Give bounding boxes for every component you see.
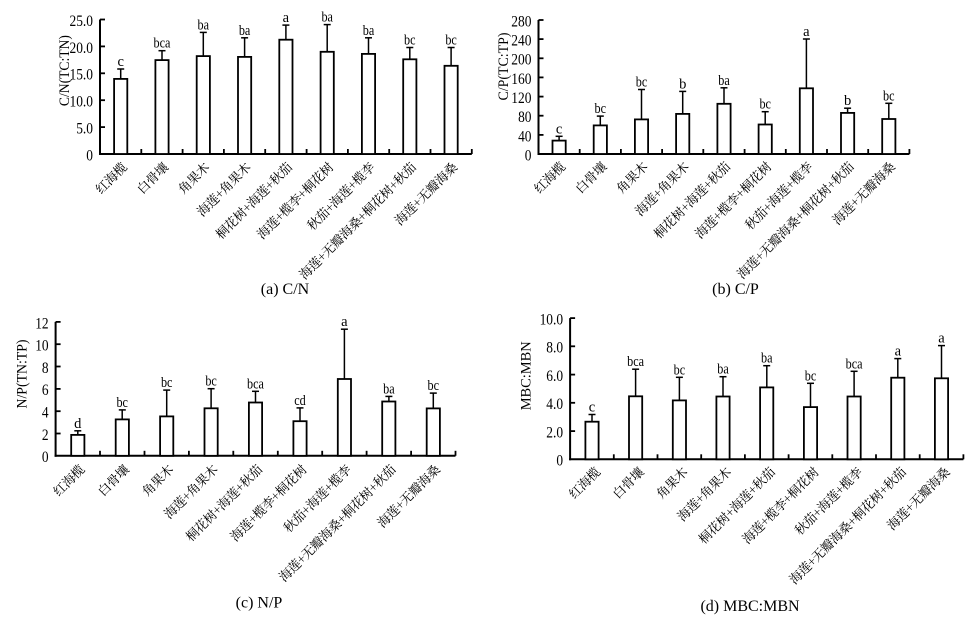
svg-text:4.0: 4.0 — [546, 396, 563, 413]
svg-text:160: 160 — [511, 71, 531, 88]
svg-text:0: 0 — [525, 147, 532, 164]
svg-text:200: 200 — [511, 52, 531, 69]
svg-text:bc: bc — [116, 395, 128, 411]
svg-text:bc: bc — [161, 375, 173, 391]
svg-text:bc: bc — [595, 101, 607, 117]
svg-text:25.0: 25.0 — [70, 13, 94, 30]
svg-text:bc: bc — [428, 378, 440, 394]
svg-text:(c) N/P: (c) N/P — [236, 594, 283, 611]
svg-text:b: b — [844, 93, 851, 109]
svg-text:8: 8 — [42, 360, 49, 377]
svg-text:a: a — [283, 10, 290, 26]
svg-text:4: 4 — [42, 405, 49, 422]
svg-text:bca: bca — [247, 376, 264, 392]
svg-text:ba: ba — [198, 17, 210, 33]
svg-text:ba: ba — [761, 351, 773, 367]
svg-text:20.0: 20.0 — [70, 40, 94, 57]
svg-text:bc: bc — [805, 368, 817, 384]
svg-text:c: c — [589, 400, 595, 416]
svg-text:10.0: 10.0 — [70, 94, 94, 111]
svg-text:(a) C/N: (a) C/N — [261, 281, 310, 298]
svg-text:bca: bca — [627, 354, 644, 370]
svg-text:ba: ba — [383, 381, 395, 397]
svg-text:bca: bca — [846, 356, 863, 372]
svg-text:10.0: 10.0 — [540, 312, 564, 329]
svg-text:a: a — [803, 24, 810, 40]
svg-text:MBC:MBN: MBC:MBN — [519, 341, 535, 410]
svg-text:2: 2 — [42, 427, 49, 444]
svg-text:ba: ba — [717, 362, 729, 378]
svg-text:ba: ba — [363, 23, 375, 39]
svg-text:bc: bc — [636, 75, 648, 91]
svg-text:80: 80 — [518, 109, 531, 126]
svg-text:12: 12 — [35, 315, 48, 332]
svg-text:0: 0 — [42, 449, 49, 466]
svg-text:0: 0 — [556, 453, 563, 470]
svg-text:bc: bc — [674, 362, 686, 378]
svg-text:a: a — [938, 331, 945, 347]
svg-text:8.0: 8.0 — [546, 340, 563, 357]
svg-text:bca: bca — [154, 36, 171, 52]
svg-text:cd: cd — [294, 393, 306, 409]
svg-text:a: a — [341, 314, 348, 330]
svg-text:6: 6 — [42, 382, 49, 399]
svg-text:bc: bc — [205, 374, 217, 390]
svg-text:a: a — [895, 344, 902, 360]
svg-text:c: c — [117, 54, 123, 70]
svg-text:120: 120 — [511, 90, 531, 107]
svg-text:40: 40 — [518, 128, 531, 145]
svg-text:5.0: 5.0 — [76, 121, 93, 138]
svg-text:bc: bc — [445, 33, 457, 49]
svg-text:10: 10 — [35, 338, 48, 355]
svg-text:C/N(TC:TN): C/N(TC:TN) — [57, 35, 73, 106]
svg-text:280: 280 — [511, 13, 531, 30]
svg-text:C/P(TC:TP): C/P(TC:TP) — [496, 33, 512, 101]
svg-text:ba: ba — [718, 73, 730, 89]
svg-text:bc: bc — [759, 97, 771, 113]
svg-text:ba: ba — [239, 23, 251, 39]
svg-text:0: 0 — [86, 147, 93, 164]
svg-text:ba: ba — [321, 10, 333, 26]
svg-text:bc: bc — [883, 88, 895, 104]
svg-text:(d) MBC:MBN: (d) MBC:MBN — [700, 598, 800, 615]
svg-text:c: c — [556, 121, 562, 137]
svg-text:(b) C/P: (b) C/P — [712, 281, 759, 298]
svg-text:2.0: 2.0 — [546, 425, 563, 442]
svg-text:N/P(TN:TP): N/P(TN:TP) — [15, 339, 31, 408]
svg-text:bc: bc — [404, 33, 416, 49]
svg-text:d: d — [74, 416, 82, 432]
svg-text:b: b — [679, 76, 686, 92]
svg-text:240: 240 — [511, 33, 531, 50]
svg-text:6.0: 6.0 — [546, 368, 563, 385]
svg-text:15.0: 15.0 — [70, 67, 94, 84]
